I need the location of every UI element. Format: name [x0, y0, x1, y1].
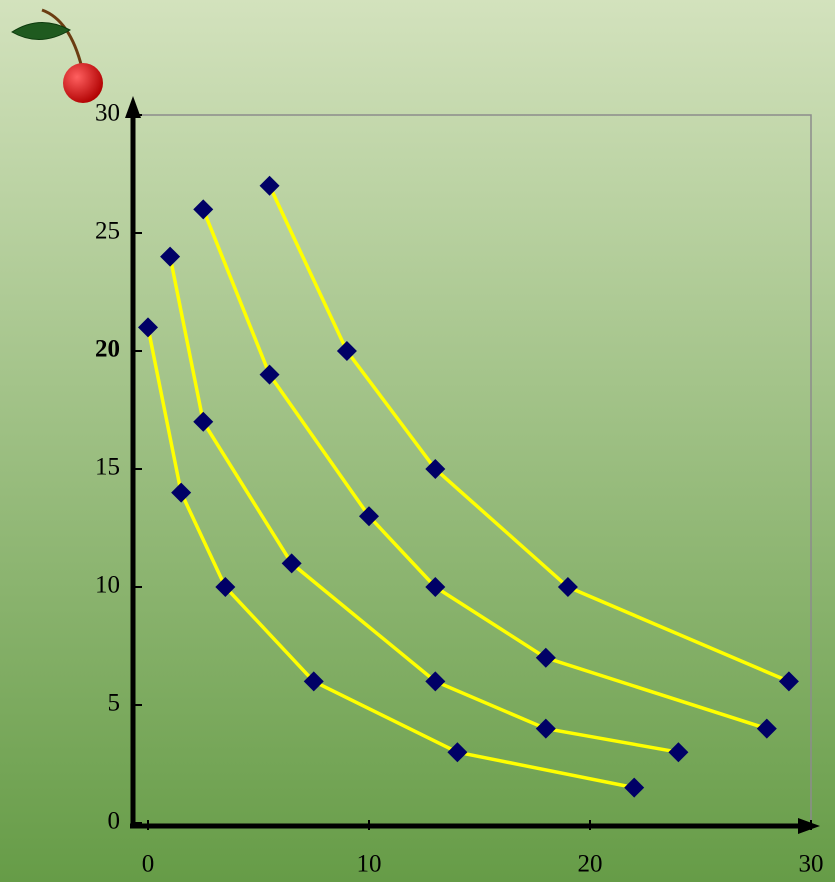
y-tick-label: 15 [95, 454, 120, 481]
y-tick-label: 25 [95, 218, 120, 245]
y-tick-label: 0 [108, 808, 121, 835]
x-tick-label: 30 [799, 851, 824, 878]
x-tick-label: 0 [142, 851, 155, 878]
x-tick-label: 10 [357, 851, 382, 878]
y-tick-label: 20 [95, 336, 120, 363]
y-tick-label: 5 [108, 690, 121, 717]
x-tick-label: 20 [578, 851, 603, 878]
page: 0510152025300102030 (() => { const data … [0, 0, 835, 882]
y-tick-label: 30 [95, 100, 120, 127]
chart: 0 5 10 15 20 25 30 0 10 20 30 [0, 0, 835, 882]
background [0, 0, 835, 882]
y-tick-label: 10 [95, 572, 120, 599]
